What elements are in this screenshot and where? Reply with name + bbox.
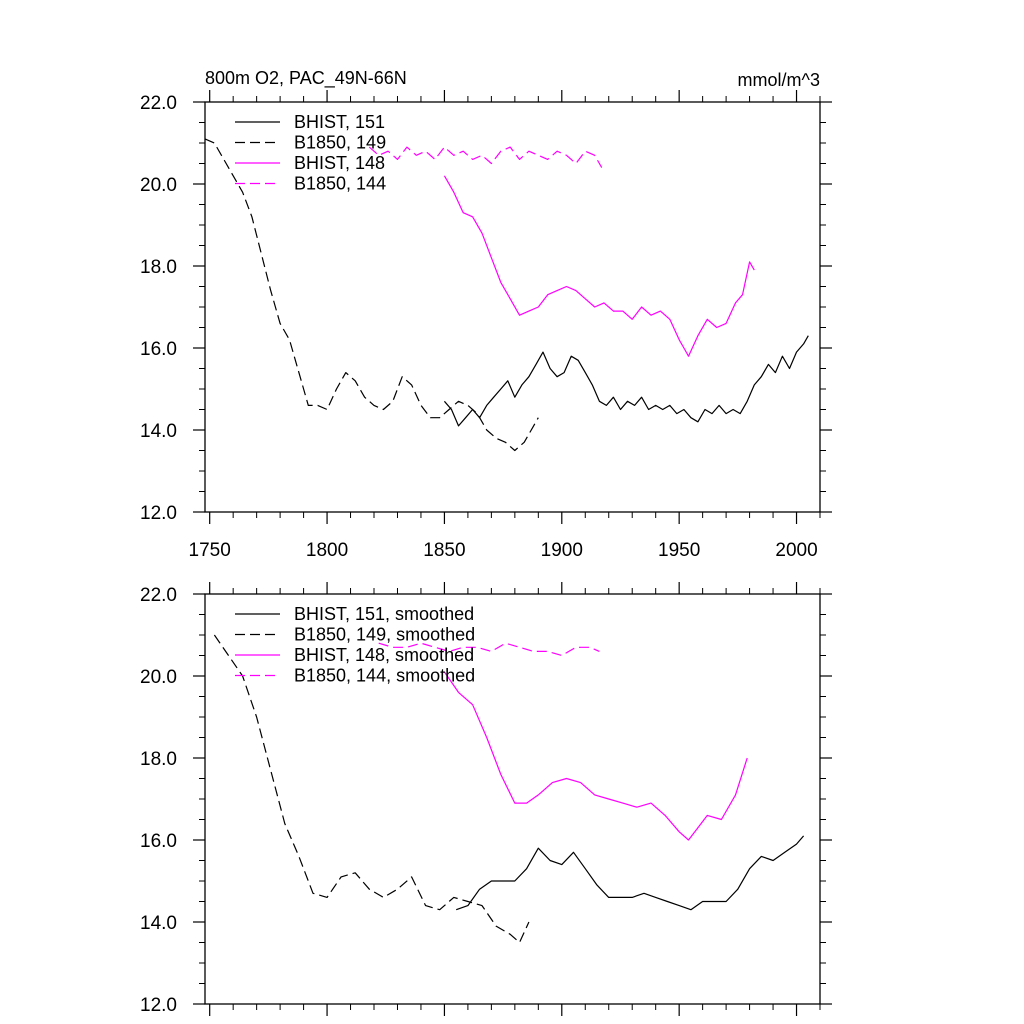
y-tick-label: 20.0 — [140, 175, 177, 196]
legend-label: B1850, 149, smoothed — [294, 625, 475, 645]
y-tick-label: 18.0 — [140, 257, 177, 278]
series-line-2 — [443, 175, 755, 357]
y-tick-label: 14.0 — [140, 421, 177, 442]
y-tick-label: 20.0 — [140, 667, 177, 688]
bottom-panel-smoothed: 12.0 14.0 16.0 18.0 20.0 22.0 BHIST, 151, smoo… — [140, 582, 832, 1016]
legend-label: BHIST, 151, smoothed — [294, 604, 474, 624]
y-tick-label: 16.0 — [140, 339, 177, 360]
y-tick-label: 22.0 — [140, 93, 177, 114]
units-label: mmol/m^3 — [738, 70, 820, 90]
x-tick-label: 1850 — [423, 540, 465, 561]
series-line-1 — [213, 634, 530, 944]
series-line-0 — [443, 335, 809, 427]
series-line-0 — [456, 835, 805, 911]
y-tick-label: 22.0 — [140, 585, 177, 606]
x-tick-label: 2000 — [775, 540, 817, 561]
y-tick-label: 12.0 — [140, 503, 177, 524]
legend-label: B1850, 149 — [294, 133, 386, 153]
series-line-3 — [368, 146, 603, 168]
legend-label: BHIST, 151 — [294, 112, 385, 132]
legend-label: BHIST, 148 — [294, 153, 385, 173]
legend-label: B1850, 144 — [294, 174, 386, 194]
top-panel-raw: 1750 1800 1850 1900 1950 2000 12.0 14.0 16.0 18.0… — [140, 90, 832, 561]
series-line-3 — [378, 642, 600, 657]
x-tick-label: 1800 — [306, 540, 348, 561]
chart-title: 800m O2, PAC_49N-66N — [205, 68, 407, 89]
series-line-1 — [204, 138, 539, 452]
y-tick-label: 18.0 — [140, 749, 177, 770]
legend-label: BHIST, 148, smoothed — [294, 645, 474, 665]
x-tick-label: 1950 — [658, 540, 700, 561]
x-tick-label: 1750 — [189, 540, 231, 561]
series-line-2 — [443, 671, 748, 841]
y-tick-label: 14.0 — [140, 913, 177, 934]
y-tick-label: 16.0 — [140, 831, 177, 852]
x-tick-label: 1900 — [541, 540, 583, 561]
y-tick-label: 12.0 — [140, 995, 177, 1016]
legend-label: B1850, 144, smoothed — [294, 666, 475, 686]
